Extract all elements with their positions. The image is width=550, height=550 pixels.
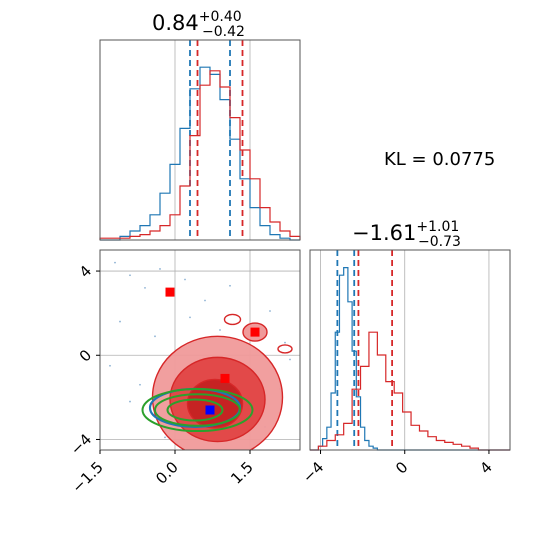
top-marginal-histogram xyxy=(99,39,301,241)
right-title-sub: −0.73 xyxy=(418,234,461,250)
joint-xtick-label-2: 1.5 xyxy=(227,458,257,488)
green-contour-level-2 xyxy=(166,398,224,422)
joint-scatter-dot xyxy=(189,316,191,319)
top-hist-blue-series xyxy=(100,66,300,241)
joint-panel-frame xyxy=(99,249,301,451)
right-xtick-label-0: −4 xyxy=(299,458,327,486)
joint-ytick-label-0: −4 xyxy=(67,430,95,458)
joint-marker-1 xyxy=(250,327,260,337)
red-contour-island-2 xyxy=(277,344,293,354)
top-title-sub: −0.42 xyxy=(202,24,245,40)
joint-scatter-dot xyxy=(164,436,166,439)
right-hist-red-series xyxy=(310,331,510,451)
joint-scatter-dot xyxy=(109,364,111,367)
joint-scatter-dot xyxy=(139,383,141,386)
joint-scatter-dot xyxy=(219,329,221,331)
joint-scatter-dot xyxy=(289,358,291,361)
joint-marker-2 xyxy=(220,373,230,383)
joint-scatter-dot xyxy=(284,341,286,344)
green-contour-level-0 xyxy=(141,387,254,433)
joint-scatter-dot xyxy=(154,335,156,338)
right-title-sup: +1.01 xyxy=(416,219,459,235)
right-xtick-label-1: 0 xyxy=(392,458,411,477)
joint-scatter-dot xyxy=(159,268,161,270)
joint-xtick-label-0: −1.5 xyxy=(68,458,106,496)
joint-marker-0 xyxy=(165,287,175,297)
top-title-main: 0.84 xyxy=(152,11,199,35)
joint-contour-panel: −1.5 0.0 1.5 −4 0 4 xyxy=(67,249,301,497)
joint-scatter-dot xyxy=(229,284,231,287)
top-hist-red-series xyxy=(99,70,301,240)
right-xtick-label-2: 4 xyxy=(476,458,495,477)
joint-scatter-dot xyxy=(129,400,131,403)
joint-marker-3 xyxy=(205,405,215,415)
red-contour-island-1 xyxy=(223,313,242,326)
right-panel-frame xyxy=(309,249,511,451)
right-hist-blue-series xyxy=(310,267,510,451)
joint-xtick-label-1: 0.0 xyxy=(152,458,182,488)
green-contour-level-1 xyxy=(154,393,241,427)
joint-plot-area xyxy=(100,250,300,450)
right-title-main: −1.61 xyxy=(352,221,416,245)
joint-scatter-dot xyxy=(119,320,121,323)
joint-ytick-label-1: 0 xyxy=(76,346,95,365)
joint-scatter-dot xyxy=(144,286,146,289)
joint-scatter-dot xyxy=(114,261,116,264)
top-panel-title: 0.84+0.40 xyxy=(152,9,242,35)
right-panel-title: −1.61+1.01 xyxy=(352,219,459,245)
top-title-sup: +0.40 xyxy=(199,9,242,25)
joint-scatter-dot xyxy=(269,310,271,312)
joint-ytick-label-2: 4 xyxy=(76,262,95,281)
joint-scatter-dot xyxy=(204,299,206,302)
top-panel-frame xyxy=(99,39,301,241)
kl-annotation: KL = 0.0775 xyxy=(384,149,495,170)
joint-scatter-dot xyxy=(184,278,186,281)
right-marginal-histogram: −4 0 4 xyxy=(299,249,511,486)
joint-scatter-dot xyxy=(129,274,131,277)
